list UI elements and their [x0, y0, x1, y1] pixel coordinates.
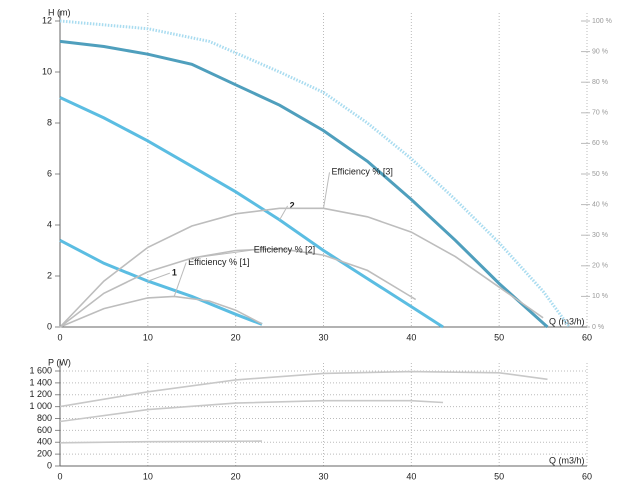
y-tick-label: 1 600: [29, 365, 52, 375]
series-line: [59, 440, 263, 444]
y2-tick-label: 80 %: [592, 79, 608, 86]
series-line: [59, 370, 548, 408]
x-tick-label: 20: [231, 471, 241, 481]
series-line: [59, 39, 549, 329]
x-tick-label: 30: [318, 471, 328, 481]
x-tick-label: 50: [494, 471, 504, 481]
x-tick-label: 0: [57, 332, 62, 342]
y2-tick-label: 100 %: [592, 18, 612, 25]
y-tick-label: 4: [47, 219, 52, 229]
y2-tick-label: 70 %: [592, 110, 608, 117]
x-axis-label: Q (m3/h): [549, 316, 585, 326]
y-tick-label: 10: [42, 66, 52, 76]
label-leader: [191, 249, 252, 259]
series-line: [59, 247, 417, 328]
x-tick-label: 40: [406, 471, 416, 481]
y2-tick-label: 50 %: [592, 171, 608, 178]
series-line: [59, 19, 571, 328]
y-axis-label: H (m): [48, 7, 71, 17]
series-line: [59, 96, 444, 329]
y2-tick-label: 60 %: [592, 140, 608, 147]
series-line: [59, 238, 263, 326]
y-tick-label: 0: [47, 460, 52, 470]
x-tick-label: 50: [494, 332, 504, 342]
x-tick-label: 60: [582, 332, 592, 342]
label-leader: [147, 272, 171, 282]
y-tick-label: 6: [47, 168, 52, 178]
y-tick-label: 0: [47, 321, 52, 331]
y-tick-label: 12: [42, 15, 52, 25]
x-tick-label: 20: [231, 332, 241, 342]
y-axis-label: P (W): [48, 357, 71, 367]
y2-tick-label: 90 %: [592, 48, 608, 55]
label-leader: [173, 262, 187, 297]
series-label: 1: [172, 267, 177, 277]
x-tick-label: 10: [143, 471, 153, 481]
x-axis-label: Q (m3/h): [549, 455, 585, 465]
y-tick-label: 1 200: [29, 389, 52, 399]
series-line: [59, 399, 444, 423]
y-tick-label: 800: [37, 413, 52, 423]
label-leader: [323, 172, 330, 209]
y2-tick-label: 30 %: [592, 232, 608, 239]
y2-tick-label: 0 %: [592, 324, 604, 331]
y-tick-label: 1 000: [29, 401, 52, 411]
x-tick-label: 30: [318, 332, 328, 342]
y-tick-label: 400: [37, 437, 52, 447]
y2-tick-label: 40 %: [592, 201, 608, 208]
series-label: 2: [290, 200, 295, 210]
y-tick-label: 200: [37, 449, 52, 459]
series-label: Efficiency % [3]: [332, 167, 393, 177]
series-label: Efficiency % [2]: [254, 245, 315, 255]
y-tick-label: 600: [37, 425, 52, 435]
x-tick-label: 40: [406, 332, 416, 342]
y-tick-label: 1 400: [29, 377, 52, 387]
y-tick-label: 8: [47, 117, 52, 127]
y-tick-label: 2: [47, 270, 52, 280]
series-label: Efficiency % [1]: [188, 257, 249, 267]
x-tick-label: 10: [143, 332, 153, 342]
x-tick-label: 0: [57, 471, 62, 481]
y2-tick-label: 20 %: [592, 263, 608, 270]
y2-tick-label: 10 %: [592, 293, 608, 300]
x-tick-label: 60: [582, 471, 592, 481]
series-line: [59, 207, 544, 328]
